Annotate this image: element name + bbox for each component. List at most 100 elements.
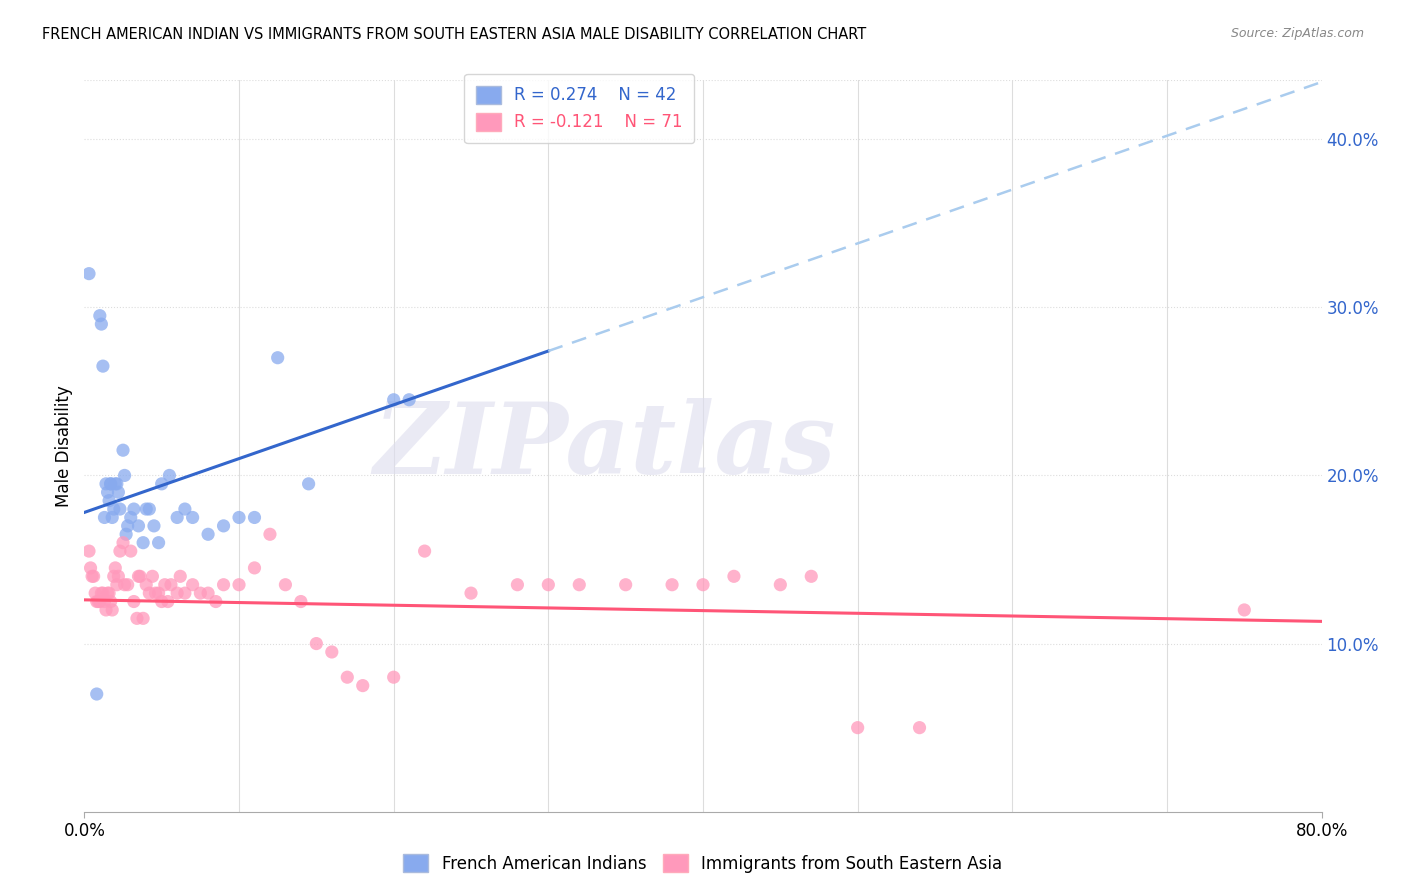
Point [568,578,591,592]
Point [398,392,420,407]
Point [86,687,108,701]
Point [141,569,163,583]
Point [132,611,155,625]
Point [321,645,343,659]
Point [114,578,136,592]
Point [205,594,228,608]
Point [290,594,312,608]
Point [94,476,117,491]
Point [84,586,107,600]
Point [108,502,131,516]
Point [267,351,290,365]
Point [460,586,482,600]
Point [101,603,124,617]
Point [89,309,111,323]
Point [537,578,560,592]
Point [122,594,145,608]
Point [228,578,250,592]
Point [132,535,155,549]
Point [93,510,115,524]
Point [188,586,211,600]
Point [243,561,266,575]
Point [114,468,136,483]
Point [297,476,319,491]
Point [506,578,529,592]
Point [104,561,127,575]
Legend: French American Indians, Immigrants from South Eastern Asia: French American Indians, Immigrants from… [396,847,1010,880]
Point [127,519,149,533]
Point [156,594,179,608]
Point [90,586,112,600]
Point [305,636,328,650]
Point [723,569,745,583]
Point [382,670,405,684]
Point [103,569,125,583]
Point [93,594,115,608]
Point [259,527,281,541]
Point [101,510,124,524]
Point [769,578,792,592]
Point [100,476,122,491]
Point [83,569,105,583]
Point [212,519,235,533]
Point [160,578,183,592]
Point [91,586,114,600]
Point [89,594,111,608]
Point [112,443,135,458]
Point [90,317,112,331]
Point [336,670,359,684]
Point [125,611,148,625]
Point [82,569,104,583]
Point [135,578,157,592]
Point [228,510,250,524]
Point [120,544,142,558]
Point [120,510,142,524]
Point [138,502,160,516]
Point [143,519,166,533]
Point [91,359,114,373]
Point [112,535,135,549]
Point [86,594,108,608]
Point [100,594,122,608]
Point [107,485,129,500]
Point [117,519,139,533]
Point [100,476,122,491]
Point [98,586,121,600]
Point [174,586,197,600]
Point [908,721,931,735]
Point [122,502,145,516]
Point [127,569,149,583]
Point [382,392,405,407]
Point [692,578,714,592]
Point [661,578,683,592]
Point [166,586,188,600]
Text: ZIPatlas: ZIPatlas [373,398,835,494]
Point [87,594,110,608]
Point [105,578,128,592]
Point [1233,603,1256,617]
Point [103,502,125,516]
Point [166,510,188,524]
Point [413,544,436,558]
Point [107,569,129,583]
Point [79,561,101,575]
Point [197,527,219,541]
Point [352,679,374,693]
Point [148,586,170,600]
Point [77,544,100,558]
Point [98,493,121,508]
Point [96,485,118,500]
Point [243,510,266,524]
Point [159,468,180,483]
Point [150,476,173,491]
Point [614,578,637,592]
Point [274,578,297,592]
Y-axis label: Male Disability: Male Disability [55,385,73,507]
Point [800,569,823,583]
Point [169,569,191,583]
Point [138,586,160,600]
Point [212,578,235,592]
Text: FRENCH AMERICAN INDIAN VS IMMIGRANTS FROM SOUTH EASTERN ASIA MALE DISABILITY COR: FRENCH AMERICAN INDIAN VS IMMIGRANTS FRO… [42,27,866,42]
Point [174,502,197,516]
Point [129,569,152,583]
